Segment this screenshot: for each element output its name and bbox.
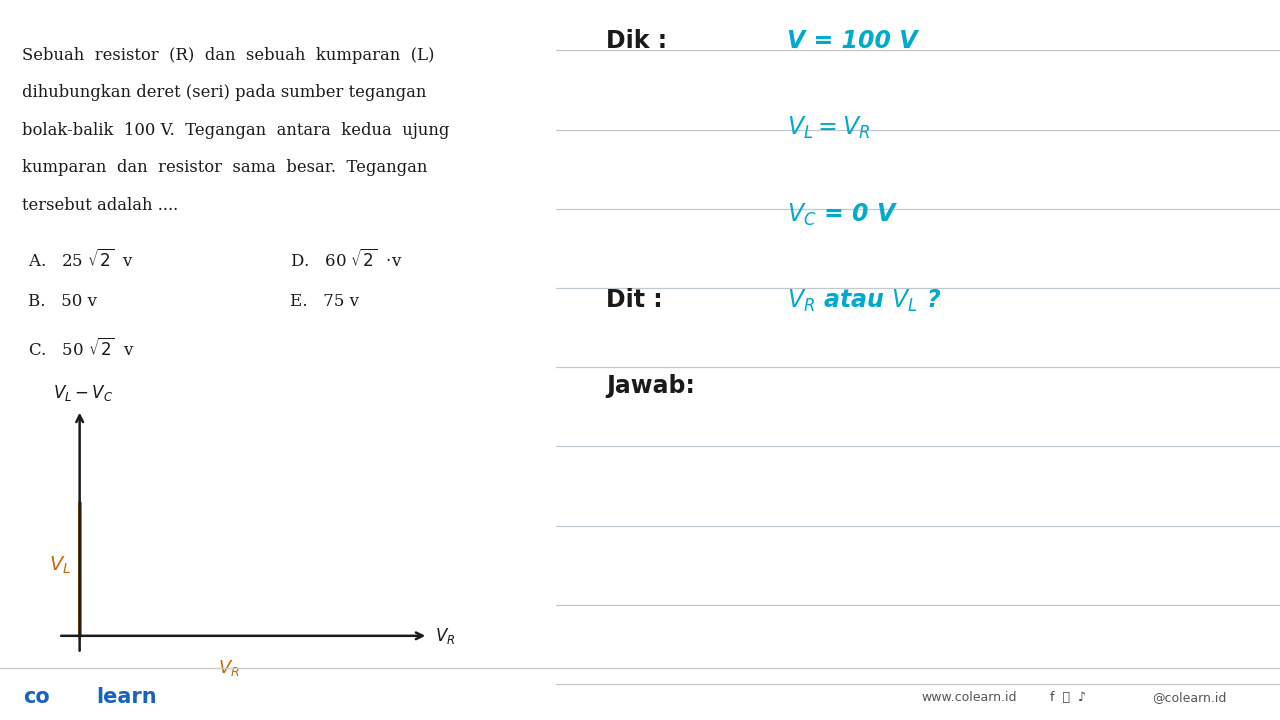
Text: kumparan  dan  resistor  sama  besar.  Tegangan: kumparan dan resistor sama besar. Tegang… [22,159,428,176]
Text: www.colearn.id: www.colearn.id [922,690,1018,704]
Text: f  Ⓞ  ♪: f Ⓞ ♪ [1050,690,1085,704]
Text: dihubungkan deret (seri) pada sumber tegangan: dihubungkan deret (seri) pada sumber teg… [22,84,426,102]
Text: B.   50 v: B. 50 v [28,293,97,310]
Text: A.   25 $\sqrt{2}$  v: A. 25 $\sqrt{2}$ v [28,248,134,271]
Text: $V_L - V_C$: $V_L - V_C$ [52,383,113,403]
Text: $V_R$ atau $V_L$ ?: $V_R$ atau $V_L$ ? [787,288,942,314]
Text: bolak-balik  100 V.  Tegangan  antara  kedua  ujung: bolak-balik 100 V. Tegangan antara kedua… [22,122,449,139]
Text: $V_L$: $V_L$ [50,554,72,575]
Text: E.   75 v: E. 75 v [289,293,358,310]
Text: D.   60 $\sqrt{2}$  ·v: D. 60 $\sqrt{2}$ ·v [289,248,402,271]
Text: Dit :: Dit : [607,288,663,312]
Text: $V_C$ = 0 V: $V_C$ = 0 V [787,202,899,228]
Text: $V_R$: $V_R$ [435,626,456,646]
Text: co: co [23,688,50,707]
Text: Jawab:: Jawab: [607,374,695,398]
Text: $V_R$: $V_R$ [218,658,239,678]
Text: tersebut adalah ....: tersebut adalah .... [22,197,178,214]
Text: C.   50 $\sqrt{2}$  v: C. 50 $\sqrt{2}$ v [28,338,134,360]
Text: @colearn.id: @colearn.id [1152,690,1226,704]
Text: learn: learn [96,688,156,707]
Text: V = 100 V: V = 100 V [787,29,918,53]
Text: Dik :: Dik : [607,29,667,53]
Text: $V_L = V_R$: $V_L = V_R$ [787,115,870,141]
Text: Sebuah  resistor  (R)  dan  sebuah  kumparan  (L): Sebuah resistor (R) dan sebuah kumparan … [22,47,435,64]
